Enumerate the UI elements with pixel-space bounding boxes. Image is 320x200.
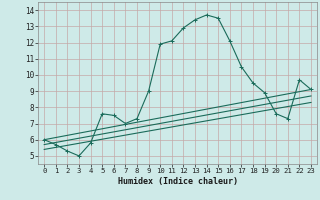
X-axis label: Humidex (Indice chaleur): Humidex (Indice chaleur) <box>118 177 238 186</box>
